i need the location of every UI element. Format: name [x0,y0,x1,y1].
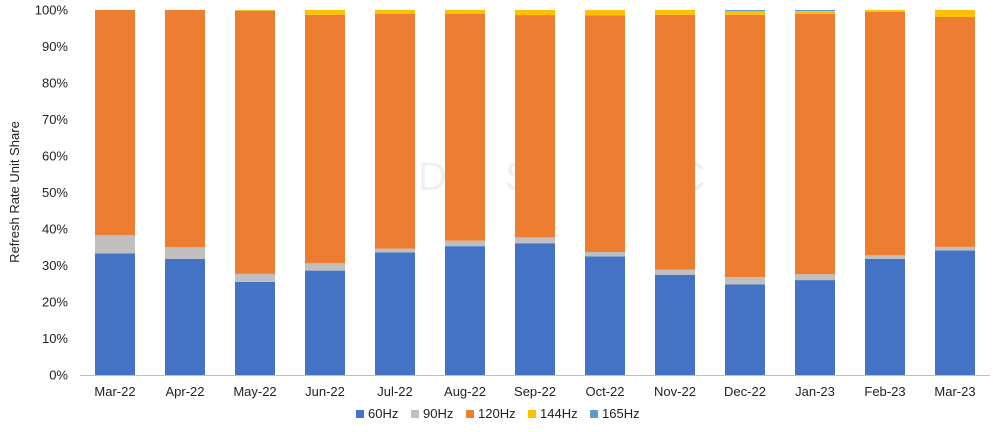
bar-segment-165hz-jan-23 [795,10,835,12]
y-tick-label: 10% [42,331,68,346]
bar-segment-144hz-jul-22 [375,10,415,15]
bar-segment-60hz-mar-23 [935,250,975,375]
x-tick-label: May-22 [233,384,276,399]
bar-segment-90hz-jul-22 [375,248,415,253]
bar-segment-144hz-oct-22 [585,10,625,16]
legend-label: 90Hz [423,406,453,421]
bar-segment-144hz-may-22 [235,10,275,11]
legend-label: 144Hz [540,406,578,421]
bar-segment-120hz-jul-22 [375,14,415,249]
bar-segment-90hz-jun-22 [305,263,345,271]
legend-item-165hz: 165Hz [590,406,640,421]
legend-item-144hz: 144Hz [528,406,578,421]
bar-segment-144hz-feb-23 [865,10,905,12]
bar-segment-90hz-may-22 [235,273,275,282]
x-tick-label: Apr-22 [165,384,204,399]
y-tick-label: 90% [42,39,68,54]
bar-segment-120hz-jan-23 [795,14,835,275]
bar-segment-60hz-mar-22 [95,253,135,375]
bar-segment-90hz-aug-22 [445,240,485,247]
bar-segment-120hz-may-22 [235,10,275,274]
legend-label: 165Hz [602,406,640,421]
bar-segment-165hz-dec-22 [725,10,765,12]
y-axis-title: Refresh Rate Unit Share [7,121,22,263]
x-tick-label: Nov-22 [654,384,696,399]
bar-segment-60hz-feb-23 [865,258,905,375]
x-tick-label: Mar-22 [94,384,135,399]
bar-segment-60hz-may-22 [235,281,275,375]
bar-segment-144hz-sep-22 [515,10,555,16]
x-tick-label: Jan-23 [795,384,835,399]
bar-segment-120hz-apr-22 [165,10,205,248]
bar-segment-90hz-mar-22 [95,235,135,254]
legend: 60Hz 90Hz 120Hz 144Hz 165Hz [356,406,640,421]
legend-label: 60Hz [368,406,398,421]
bar-segment-144hz-aug-22 [445,10,485,14]
x-tick-label: Jun-22 [305,384,345,399]
legend-swatch [356,410,364,418]
x-tick-label: Mar-23 [934,384,975,399]
bar-segment-120hz-jun-22 [305,14,345,264]
legend-item-120hz: 120Hz [466,406,516,421]
bar-segment-90hz-mar-23 [935,246,975,251]
x-tick-label: Dec-22 [724,384,766,399]
x-tick-label: Feb-23 [864,384,905,399]
bar-segment-60hz-jan-23 [795,280,835,375]
bar-segment-60hz-sep-22 [515,243,555,375]
legend-swatch [411,410,419,418]
bar-segment-120hz-sep-22 [515,15,555,238]
bar-segment-144hz-dec-22 [725,11,765,15]
legend-swatch [528,410,536,418]
bars-layer [95,10,975,375]
x-tick-label: Jul-22 [377,384,412,399]
legend-label: 120Hz [478,406,516,421]
bar-segment-60hz-jul-22 [375,252,415,375]
bar-segment-120hz-mar-23 [935,16,975,247]
bar-segment-90hz-apr-22 [165,247,205,259]
bar-segment-60hz-jun-22 [305,270,345,375]
bar-segment-90hz-feb-23 [865,255,905,259]
legend-item-90hz: 90Hz [411,406,453,421]
bar-segment-144hz-mar-23 [935,10,975,17]
axis-layer: 0% 10% 20% 30% 40% 50% 60% 70% 80% 90% 100% Mar-22 A… [35,3,990,399]
bar-segment-120hz-aug-22 [445,13,485,241]
y-tick-label: 20% [42,295,68,310]
y-tick-label: 60% [42,149,68,164]
bar-segment-60hz-nov-22 [655,274,695,375]
legend-item-60hz: 60Hz [356,406,398,421]
x-tick-label: Sep-22 [514,384,556,399]
bar-segment-120hz-oct-22 [585,15,625,252]
y-tick-label: 0% [49,368,68,383]
y-tick-label: 100% [35,3,69,18]
bar-segment-144hz-jan-23 [795,11,835,15]
x-tick-label: Aug-22 [444,384,486,399]
bar-segment-90hz-jan-23 [795,274,835,281]
legend-swatch [466,410,474,418]
y-tick-label: 30% [42,258,68,273]
y-tick-label: 40% [42,222,68,237]
x-tick-label: Oct-22 [585,384,624,399]
bar-segment-90hz-dec-22 [725,277,765,285]
bar-segment-90hz-sep-22 [515,237,555,244]
y-tick-label: 80% [42,76,68,91]
bar-segment-144hz-jun-22 [305,10,345,15]
bar-segment-120hz-mar-22 [95,10,135,236]
bar-segment-120hz-dec-22 [725,14,765,278]
bar-segment-60hz-oct-22 [585,256,625,375]
legend-swatch [590,410,598,418]
bar-segment-90hz-oct-22 [585,251,625,257]
bar-segment-120hz-nov-22 [655,14,695,270]
bar-segment-120hz-feb-23 [865,11,905,256]
bar-segment-60hz-dec-22 [725,284,765,375]
y-tick-label: 50% [42,185,68,200]
bar-segment-90hz-nov-22 [655,269,695,275]
bar-segment-60hz-aug-22 [445,246,485,375]
y-tick-label: 70% [42,112,68,127]
bar-segment-60hz-apr-22 [165,258,205,375]
bar-segment-144hz-nov-22 [655,10,695,15]
